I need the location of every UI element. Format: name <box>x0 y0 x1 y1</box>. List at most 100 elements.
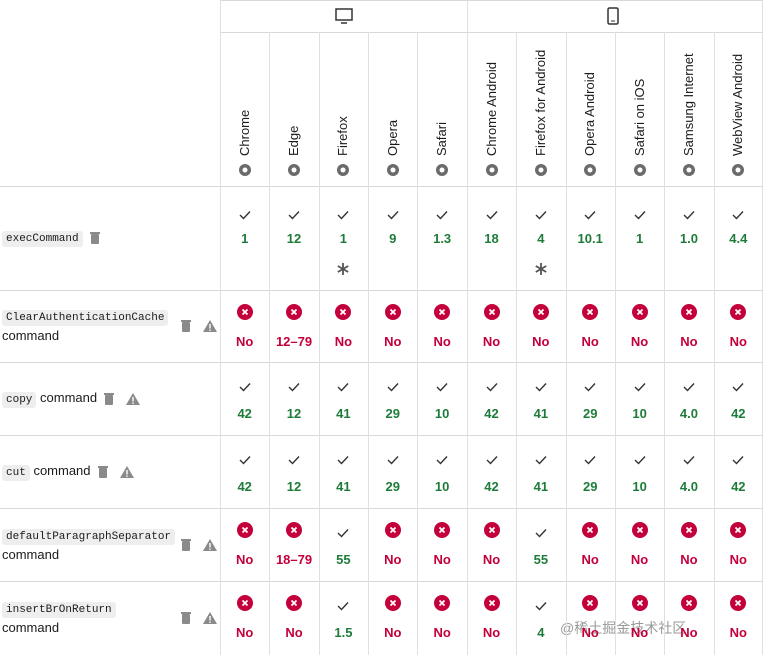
deprecated-icon <box>180 611 192 625</box>
feature-label: defaultParagraphSeparator command <box>2 508 218 581</box>
non-standard-icon <box>202 319 218 333</box>
support-cross <box>680 595 697 611</box>
support-check <box>683 452 695 465</box>
support-cross <box>236 595 253 611</box>
version: No <box>482 334 501 349</box>
version: 12–79 <box>275 334 313 349</box>
col-line <box>220 0 221 655</box>
non-standard-icon <box>202 538 218 552</box>
version: No <box>680 552 698 567</box>
watermark: @稀土掘金技术社区 <box>560 620 687 636</box>
version: No <box>532 334 550 349</box>
version: 1 <box>339 231 348 246</box>
support-check <box>584 379 596 392</box>
support-check <box>288 207 300 220</box>
version: 41 <box>336 479 351 494</box>
support-check <box>387 379 399 392</box>
version: No <box>384 625 402 640</box>
support-cross <box>434 304 451 320</box>
non-standard-icon <box>202 611 218 625</box>
support-check <box>288 452 300 465</box>
browser-icon <box>287 163 301 177</box>
support-cross <box>434 522 451 538</box>
version: No <box>729 334 747 349</box>
version: No <box>236 334 254 349</box>
version: 1 <box>241 231 249 246</box>
version: No <box>729 552 747 567</box>
browser-name: Chrome <box>236 109 252 156</box>
browser-name: Samsung Internet <box>680 53 696 156</box>
version: 10 <box>434 479 450 494</box>
version: No <box>630 552 649 567</box>
support-cross <box>631 595 648 611</box>
version: 29 <box>385 479 400 494</box>
version: 4.0 <box>679 406 698 421</box>
version: 4.4 <box>729 231 748 246</box>
header-line <box>220 0 763 1</box>
support-check <box>584 207 596 220</box>
support-check <box>436 452 448 465</box>
feature-text: defaultParagraphSeparator command <box>2 526 176 564</box>
support-check <box>634 452 646 465</box>
version: No <box>236 625 254 640</box>
feature-suffix: command <box>2 328 60 343</box>
row-line <box>0 186 763 187</box>
support-cross <box>384 304 401 320</box>
col-line <box>714 32 715 655</box>
support-check <box>732 207 744 220</box>
feature-code: cut <box>2 464 30 481</box>
col-line <box>467 0 468 655</box>
support-cross <box>483 304 500 320</box>
version: 1.5 <box>334 625 353 640</box>
version: 4.0 <box>679 479 698 494</box>
support-cross <box>236 522 253 538</box>
feature-suffix: command <box>33 462 91 478</box>
browser-icon <box>583 163 597 177</box>
support-cross <box>483 595 500 611</box>
version: No <box>630 334 649 349</box>
version: 42 <box>237 479 252 494</box>
version: 55 <box>336 552 351 567</box>
version: 42 <box>484 406 499 421</box>
row-line <box>0 290 763 291</box>
version: 55 <box>533 552 549 567</box>
support-check <box>239 452 251 465</box>
feature-label: cut command <box>2 435 218 508</box>
version: 10 <box>434 406 450 421</box>
feature-suffix: command <box>2 620 60 635</box>
support-check <box>486 207 498 220</box>
version: 29 <box>582 479 598 494</box>
support-check <box>634 207 646 220</box>
support-check <box>288 379 300 392</box>
version: 10 <box>632 479 647 494</box>
browser-icon <box>336 163 350 177</box>
version: 18–79 <box>275 552 313 567</box>
row-line <box>0 435 763 436</box>
browser-icon <box>534 163 548 177</box>
note-icon <box>336 262 350 276</box>
support-cross <box>631 522 648 538</box>
version: No <box>581 334 599 349</box>
support-cross <box>631 304 648 320</box>
support-cross <box>286 522 303 538</box>
browser-name: Chrome Android <box>483 62 499 156</box>
support-cross <box>730 304 747 320</box>
support-cross <box>384 595 401 611</box>
support-cross <box>236 304 253 320</box>
deprecated-icon <box>103 392 115 406</box>
deprecated-icon <box>180 319 192 333</box>
feature-code: execCommand <box>2 231 83 247</box>
support-cross <box>532 304 549 320</box>
col-line <box>566 32 567 655</box>
non-standard-icon <box>125 392 141 406</box>
version: No <box>384 552 402 567</box>
feature-suffix: command <box>40 389 98 405</box>
support-check <box>337 379 349 392</box>
support-check <box>337 207 349 220</box>
support-cross <box>483 522 500 538</box>
browser-name: Firefox for Android <box>532 49 548 156</box>
version: No <box>680 625 698 640</box>
version: 12 <box>286 479 302 494</box>
support-check <box>732 379 744 392</box>
